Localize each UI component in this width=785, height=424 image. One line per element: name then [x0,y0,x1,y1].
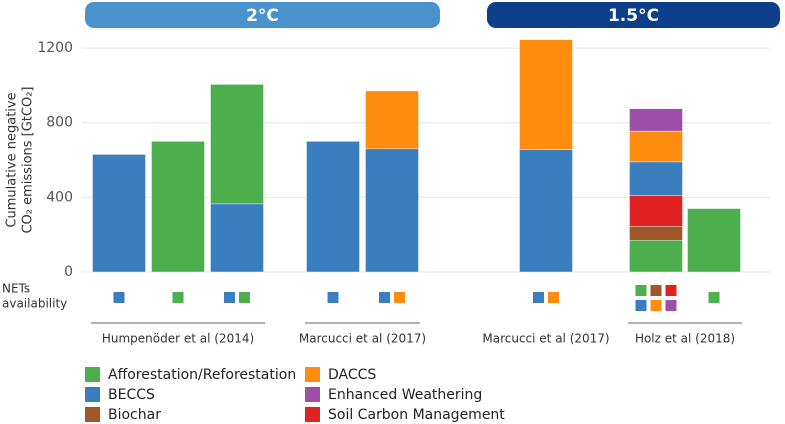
bar-segment [365,90,419,150]
bar-segment [519,149,573,273]
nets-square [172,292,184,303]
legend-swatch [305,387,320,402]
panel-header [85,2,440,28]
group-label: Marcucci et al (2017) [482,332,609,346]
nets-square [650,300,662,311]
nets-square [224,292,235,303]
legend-label: DACCS [328,367,376,383]
nets-square [650,285,662,296]
legend-swatch [305,407,320,422]
nets-square [635,285,647,296]
bar-segment [210,84,264,205]
bar-segment [629,226,683,241]
nets-square [665,285,677,296]
y-axis-label: CO₂ emissions [GtCO₂] [21,86,36,233]
group-label: Humpenöder et al (2014) [102,332,254,346]
nets-square [635,300,647,311]
panel-header [487,2,780,28]
group-label: Marcucci et al (2017) [299,332,426,346]
legend-swatch [305,367,320,382]
bar-segment [629,240,683,273]
nets-label: NETs [2,282,30,296]
bar-segment [92,154,146,273]
y-axis-label: Cumulative negative [5,92,20,227]
bar-segment [629,108,683,132]
legend-label: Afforestation/Reforestation [108,367,296,383]
y-tick-label: 400 [46,189,73,205]
nets-square [708,292,720,303]
nets-square [533,292,544,303]
panel-title: 1.5°C [608,6,659,26]
nets-square [394,292,405,303]
nets-square [379,292,390,303]
legend-swatch [85,407,100,422]
legend-swatch [85,367,100,382]
bar-segment [306,141,360,273]
bar-segment [629,161,683,196]
bar-segment [519,39,573,150]
bar-segment [687,208,741,273]
bar-segment [629,195,683,227]
y-tick-label: 800 [46,115,73,131]
bar-segment [151,141,205,273]
panel-title: 2°C [246,6,279,26]
nets-label: availability [2,297,67,311]
y-tick-label: 0 [64,264,73,280]
y-tick-label: 1200 [37,40,73,56]
legend-label: Biochar [108,407,161,423]
nets-square [548,292,559,303]
nets-square [327,292,339,303]
group-label: Holz et al (2018) [635,332,735,346]
legend-label: Enhanced Weathering [328,387,482,403]
legend-label: Soil Carbon Management [328,407,505,423]
bar-segment [210,203,264,273]
bar-segment [629,130,683,163]
legend-swatch [85,387,100,402]
nets-square [113,292,125,303]
nets-square [665,300,677,311]
bar-segment [365,148,419,273]
legend-label: BECCS [108,387,155,403]
nets-square [239,292,250,303]
